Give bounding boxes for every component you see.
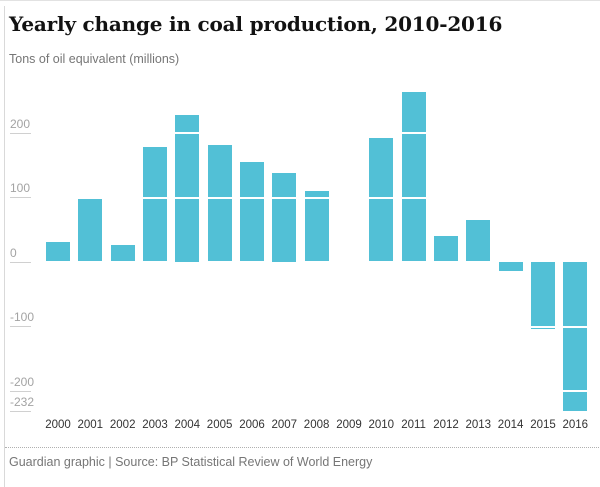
x-axis-label-2007: 2007: [271, 419, 298, 431]
bar-2007: [272, 172, 297, 262]
y-axis-label--232: -232: [10, 395, 35, 410]
x-axis-label-2013: 2013: [465, 419, 492, 431]
y-axis-tick--232: [10, 411, 31, 413]
bar-2013: [466, 219, 491, 262]
footer-separator-dotted-line: [5, 447, 599, 448]
x-axis-label-2001: 2001: [77, 419, 104, 431]
gridline-100: [40, 196, 592, 199]
bar-2004: [175, 114, 200, 262]
y-axis-label-0: 0: [10, 245, 17, 260]
bar-2014: [498, 261, 523, 272]
x-axis-label-2006: 2006: [239, 419, 265, 431]
bar-2012: [434, 235, 458, 262]
bar-2006: [240, 161, 264, 262]
bar-2011: [401, 91, 426, 262]
x-axis-label-2008: 2008: [303, 419, 330, 431]
bar-2003: [143, 146, 167, 262]
y-axis-label-200: 200: [10, 116, 31, 131]
x-axis-label-2009: 2009: [336, 419, 362, 431]
y-axis-tick-100: [10, 197, 31, 198]
bar-2008: [304, 190, 329, 262]
x-axis-label-2015: 2015: [530, 419, 556, 431]
x-axis-label-2012: 2012: [433, 419, 459, 431]
bar-2016: [563, 261, 588, 412]
x-axis-label-2005: 2005: [206, 419, 233, 431]
bar-2000: [46, 242, 70, 262]
bar-2010: [369, 137, 394, 262]
x-axis-label-2003: 2003: [142, 419, 168, 431]
bar-2015: [531, 261, 555, 330]
y-axis-tick-200: [10, 132, 31, 134]
bar-2001: [78, 198, 103, 262]
x-axis-label-2004: 2004: [174, 419, 201, 431]
y-axis-label--200: -200: [10, 374, 35, 389]
y-axis-tick--100: [10, 326, 31, 327]
bar-2005: [207, 145, 232, 262]
x-axis-label-2010: 2010: [368, 419, 395, 431]
left-border-line: [4, 6, 5, 487]
gridline--100: [40, 325, 592, 328]
x-axis-label-2016: 2016: [562, 419, 589, 431]
top-border-line: [0, 0, 600, 1]
x-axis-label-2000: 2000: [45, 419, 71, 431]
x-axis-label-2002: 2002: [109, 419, 136, 431]
x-axis-label-2011: 2011: [401, 419, 426, 431]
y-axis-label-100: 100: [10, 181, 31, 195]
gridline--200: [40, 390, 592, 392]
y-axis-label--100: -100: [10, 310, 35, 324]
chart-subtitle: Tons of oil equivalent (millions): [9, 52, 180, 66]
chart-title: Yearly change in coal production, 2010-2…: [9, 12, 503, 36]
y-axis-tick--200: [10, 390, 31, 392]
gridline-200: [40, 132, 592, 134]
x-axis-label-2014: 2014: [497, 419, 524, 431]
y-axis-tick-0: [10, 261, 31, 263]
bar-2002: [110, 245, 135, 262]
source-attribution: Guardian graphic | Source: BP Statistica…: [9, 455, 373, 469]
